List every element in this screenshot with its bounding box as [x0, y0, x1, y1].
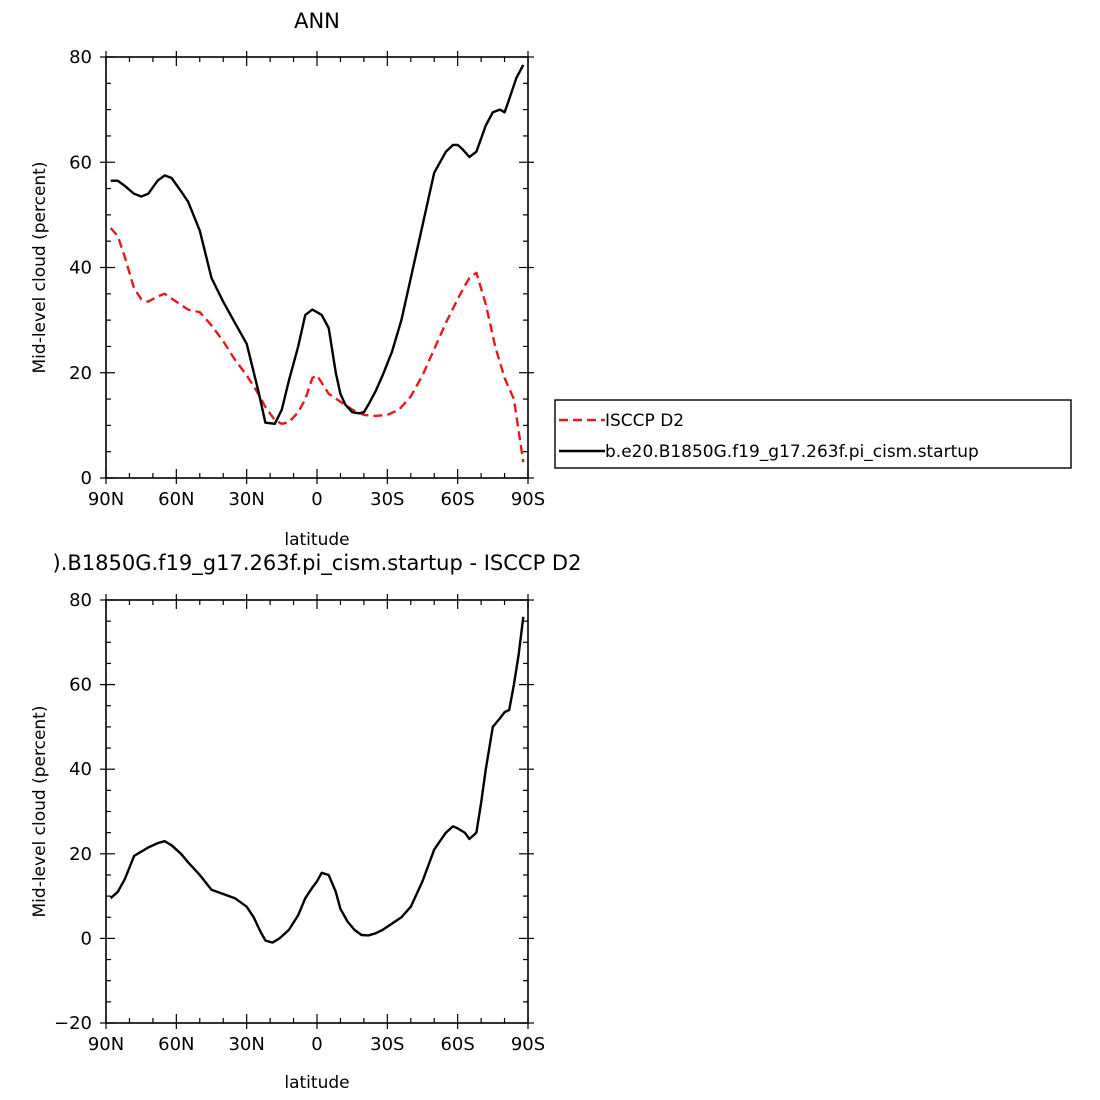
y-tick-label: 40: [69, 258, 92, 279]
y-axis-label: Mid-level cloud (percent): [30, 706, 50, 918]
x-tick-label: 60S: [440, 489, 474, 510]
y-tick-label: 80: [69, 47, 92, 68]
x-tick-label: 0: [311, 489, 322, 510]
x-tick-label: 60S: [440, 1034, 474, 1055]
y-axis-label: Mid-level cloud (percent): [30, 162, 50, 374]
y-tick-label: 40: [69, 759, 92, 780]
series-line-b-e20-b1850g-f19-g17-263f-pi-cism-startup: [110, 64, 525, 425]
y-tick-label: 0: [81, 468, 92, 489]
y-tick-label: 60: [69, 675, 92, 696]
x-tick-label: 30N: [228, 1034, 264, 1055]
plot-frame: [105, 599, 529, 1024]
x-axis-label: latitude: [284, 530, 349, 550]
x-tick-label: 60N: [158, 1034, 194, 1055]
y-tick-label: −20: [54, 1013, 92, 1034]
y-tick-label: 0: [81, 928, 92, 949]
x-tick-label: 60N: [158, 489, 194, 510]
x-tick-label: 90S: [511, 489, 545, 510]
plot-frame: [105, 56, 529, 479]
y-tick-label: 60: [69, 152, 92, 173]
chart-title: ANN: [294, 9, 340, 33]
y-tick-label: 20: [69, 844, 92, 865]
x-tick-label: 90N: [88, 1034, 124, 1055]
chart-title: ).B1850G.f19_g17.263f.pi_cism.startup - …: [53, 551, 582, 576]
x-tick-label: 90S: [511, 1034, 545, 1055]
legend-box: [554, 399, 1072, 469]
panel-annual-mean: ANN 90N 60N 30N 0 30S 60S 90S 0 20 40 60 80 latitude M…: [30, 9, 545, 550]
x-tick-label: 30N: [228, 489, 264, 510]
x-axis-label: latitude: [284, 1073, 349, 1093]
panel-difference: ).B1850G.f19_g17.263f.pi_cism.startup - …: [30, 551, 581, 1093]
legend: ISCCP D2 b.e20.B1850G.f19_g17.263f.pi_cis…: [554, 399, 1072, 469]
y-tick-label: 20: [69, 363, 92, 384]
series-line-isccp-d2: [109, 227, 525, 463]
legend-label: b.e20.B1850G.f19_g17.263f.pi_cism.startu…: [605, 442, 979, 462]
x-tick-label: 90N: [88, 489, 124, 510]
series-line-difference: [109, 616, 525, 944]
x-tick-label: 30S: [370, 1034, 404, 1055]
x-tick-label: 0: [311, 1034, 322, 1055]
legend-label: ISCCP D2: [605, 411, 684, 431]
y-tick-label: 80: [69, 590, 92, 611]
x-tick-label: 30S: [370, 489, 404, 510]
